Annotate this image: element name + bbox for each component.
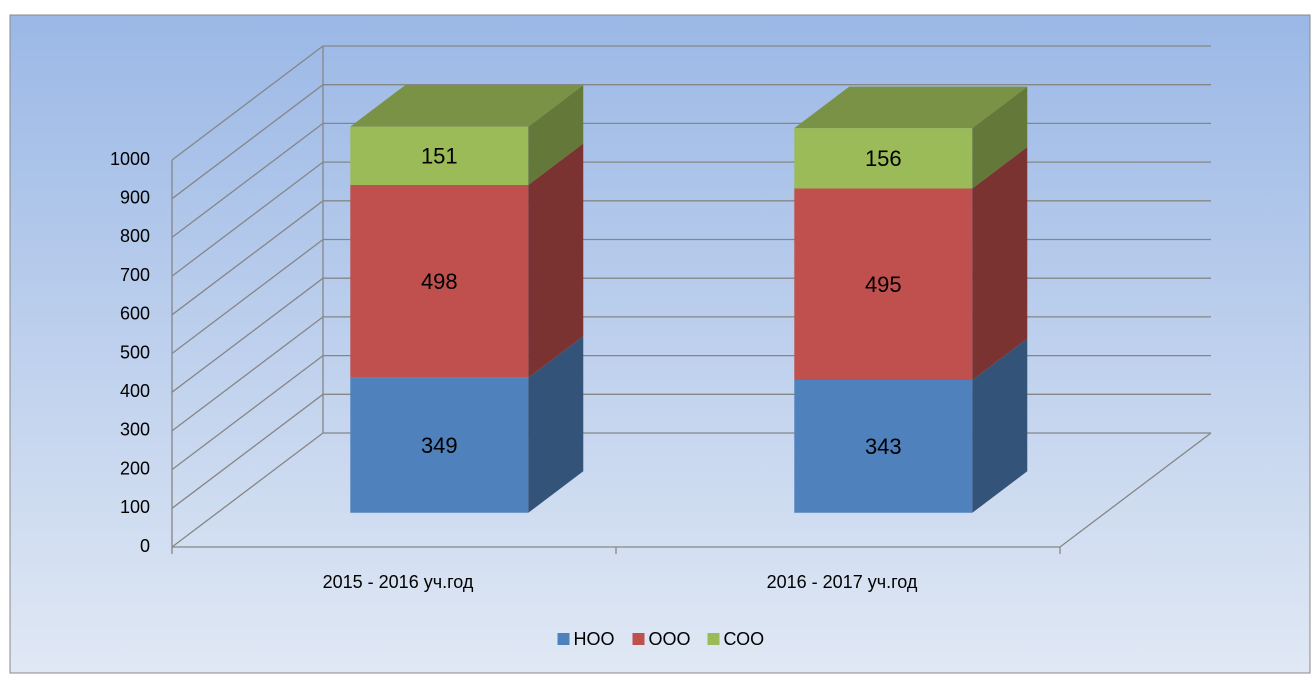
y-tick-label: 0: [140, 536, 150, 556]
y-tick-label: 500: [120, 342, 150, 362]
bar-side: [972, 86, 1028, 189]
bar-side: [528, 85, 584, 186]
y-tick-label: 400: [120, 381, 150, 401]
value-label: 156: [865, 146, 902, 171]
bar-front: [794, 380, 973, 513]
grid-line: [171, 84, 1211, 200]
value-label: 498: [421, 269, 458, 294]
grid-line: [171, 45, 1211, 161]
bar-front: [350, 377, 529, 513]
x-tick-label: 2015 - 2016 уч.год: [323, 572, 474, 592]
legend-label: СОО: [724, 629, 765, 649]
legend-swatch: [557, 633, 570, 645]
legend-label: ООО: [649, 629, 691, 649]
legend-swatch: [707, 633, 720, 645]
bar-side: [972, 338, 1028, 513]
value-label: 151: [421, 144, 458, 169]
bar-front: [350, 126, 529, 186]
bar-front: [350, 185, 529, 378]
chart-area: [9, 14, 1311, 674]
y-tick-label: 900: [120, 187, 150, 207]
y-tick-label: 1000: [110, 149, 150, 169]
bar-side: [528, 143, 584, 378]
bar-front: [794, 188, 973, 381]
y-tick-label: 800: [120, 226, 150, 246]
legend-label: НОО: [574, 629, 615, 649]
bar-side: [972, 146, 1028, 381]
y-tick-label: 600: [120, 304, 150, 324]
bar-front: [794, 128, 973, 189]
y-tick-label: 200: [120, 458, 150, 478]
y-tick-label: 300: [120, 420, 150, 440]
bar-side: [528, 336, 584, 513]
bar-top: [794, 86, 1028, 129]
value-label: 495: [865, 272, 902, 297]
y-tick-label: 700: [120, 265, 150, 285]
legend-swatch: [632, 633, 645, 645]
bar-top: [350, 85, 584, 127]
y-tick-label: 100: [120, 497, 150, 517]
x-tick-label: 2016 - 2017 уч.год: [767, 572, 918, 592]
value-label: 349: [421, 433, 458, 458]
value-label: 343: [865, 434, 902, 459]
